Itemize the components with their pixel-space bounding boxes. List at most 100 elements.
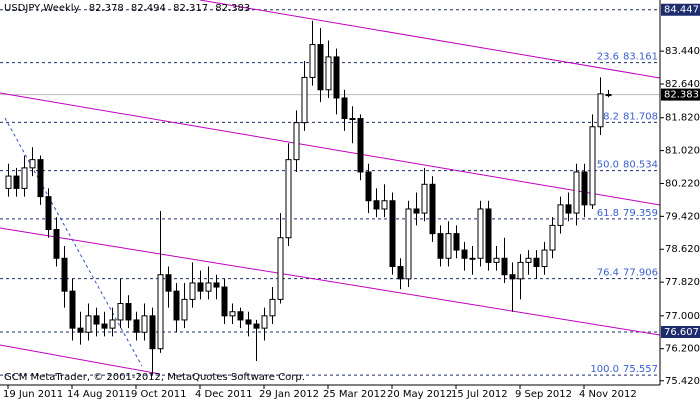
candle-body xyxy=(293,122,300,161)
candle-body xyxy=(413,208,420,214)
y-tick-label: 78.620 xyxy=(665,244,700,255)
y-tick-label: 76.200 xyxy=(665,344,700,355)
candle-body xyxy=(341,97,348,120)
price-box-label: 84.447 xyxy=(664,5,699,16)
candle-body xyxy=(525,257,532,263)
price-box xyxy=(661,325,700,338)
candle-body xyxy=(189,282,196,300)
y-tick-label: 75.420 xyxy=(665,376,700,387)
candle-body xyxy=(13,175,20,189)
candle-body xyxy=(509,274,516,280)
candle-body xyxy=(109,319,116,329)
fibo-price-label: 81.708 xyxy=(623,111,658,122)
fibo-label: 76.4 77.906 xyxy=(597,268,658,279)
candle-body xyxy=(461,249,468,259)
candle-body xyxy=(213,282,220,288)
candle-body xyxy=(125,302,132,321)
candle-body xyxy=(605,94,612,97)
fibo-label: 38.2 81.708 xyxy=(597,111,658,122)
candle-body xyxy=(469,257,476,260)
candle-body xyxy=(597,93,604,128)
candle-body xyxy=(429,183,436,235)
symbol: USDJPY,Weekly xyxy=(4,3,80,14)
candle-body xyxy=(565,204,572,214)
candle-body xyxy=(197,282,204,292)
candle-body xyxy=(397,266,404,280)
candle-body xyxy=(237,311,244,321)
header-close: 82.383 xyxy=(215,3,250,14)
fibo-level-label: 23.6 xyxy=(597,52,619,63)
x-tick-label: 14 Aug 2011 xyxy=(67,389,131,400)
x-tick-label: 4 Nov 2012 xyxy=(579,389,637,400)
fibo-level-label: 100.0 xyxy=(590,364,619,375)
candle-body xyxy=(325,56,332,91)
candle-body xyxy=(309,44,316,78)
candle-body xyxy=(93,315,100,325)
header-open: 82.378 xyxy=(89,3,124,14)
candle-body xyxy=(517,261,524,280)
candle-body xyxy=(533,257,540,268)
candle-body xyxy=(205,282,212,292)
price-box xyxy=(661,3,700,16)
fibo-base-line xyxy=(4,117,143,367)
header-high: 82.494 xyxy=(131,3,166,14)
candle-body xyxy=(557,204,564,226)
candle-body xyxy=(381,200,388,210)
y-tick-label: 82.640 xyxy=(665,79,700,90)
candle-body xyxy=(573,171,580,214)
fibo-label: 50.0 80.534 xyxy=(597,160,658,171)
candle-body xyxy=(373,200,380,210)
candle-body xyxy=(589,126,596,206)
candle-body xyxy=(437,233,444,259)
candle-body xyxy=(29,159,36,169)
candle-body xyxy=(261,315,268,329)
candle-body xyxy=(333,56,340,99)
candle-body xyxy=(365,171,372,202)
x-tick-label: 9 Sep 2012 xyxy=(515,389,572,400)
trend-line xyxy=(0,92,661,206)
candle-body xyxy=(141,315,148,333)
x-tick-label: 15 Jul 2012 xyxy=(451,389,508,400)
trend-line xyxy=(0,227,661,336)
x-tick-label: 29 Jan 2012 xyxy=(259,389,319,400)
trend-line xyxy=(199,0,661,79)
trend-line xyxy=(0,344,161,375)
candle-body xyxy=(85,315,92,333)
candle-body xyxy=(53,229,60,259)
chart-header: USDJPY,Weekly 82.378 82.494 82.317 82.38… xyxy=(4,3,250,14)
y-tick-label: 77.820 xyxy=(665,277,700,288)
candle-body xyxy=(45,196,52,231)
candle-body xyxy=(549,224,556,251)
candle-body xyxy=(357,118,364,173)
footer: GCM MetaTrader, © 2001-2012, MetaQuotes … xyxy=(4,372,305,383)
candle-body xyxy=(581,171,588,206)
candle-body xyxy=(61,257,68,292)
candle-body xyxy=(245,319,252,325)
grid-layer: 23.6 83.161 38.2 81.708 50.0 80.534 61.8 79.359… xyxy=(0,9,660,376)
candle-body xyxy=(5,175,12,189)
candle-body xyxy=(541,249,548,268)
candle-body xyxy=(253,323,260,329)
fibo-price-label: 77.906 xyxy=(623,268,658,279)
candle-body xyxy=(317,44,324,91)
fibo-level-label: 61.8 xyxy=(597,208,619,219)
candle-body xyxy=(77,327,84,333)
candle-body xyxy=(501,257,508,276)
candle-body xyxy=(493,257,500,263)
candle-body xyxy=(445,233,452,259)
fibo-price-label: 83.161 xyxy=(623,52,658,63)
candle-body xyxy=(101,323,108,329)
bid-label: 82.383 xyxy=(664,90,699,101)
candle-body xyxy=(37,159,44,198)
candle-body xyxy=(173,290,180,321)
candle-body xyxy=(157,274,164,350)
candles-layer xyxy=(5,20,612,375)
candle-body xyxy=(133,319,140,333)
fibo-level-label: 50.0 xyxy=(597,160,619,171)
fibo-level-label: 76.4 xyxy=(597,268,619,279)
axis-layer: 83.440 82.640 81.820 81.020 80.220 79.420 78.6… xyxy=(3,3,700,400)
header-low: 82.317 xyxy=(173,3,208,14)
x-tick-label: 19 Jun 2011 xyxy=(3,389,63,400)
